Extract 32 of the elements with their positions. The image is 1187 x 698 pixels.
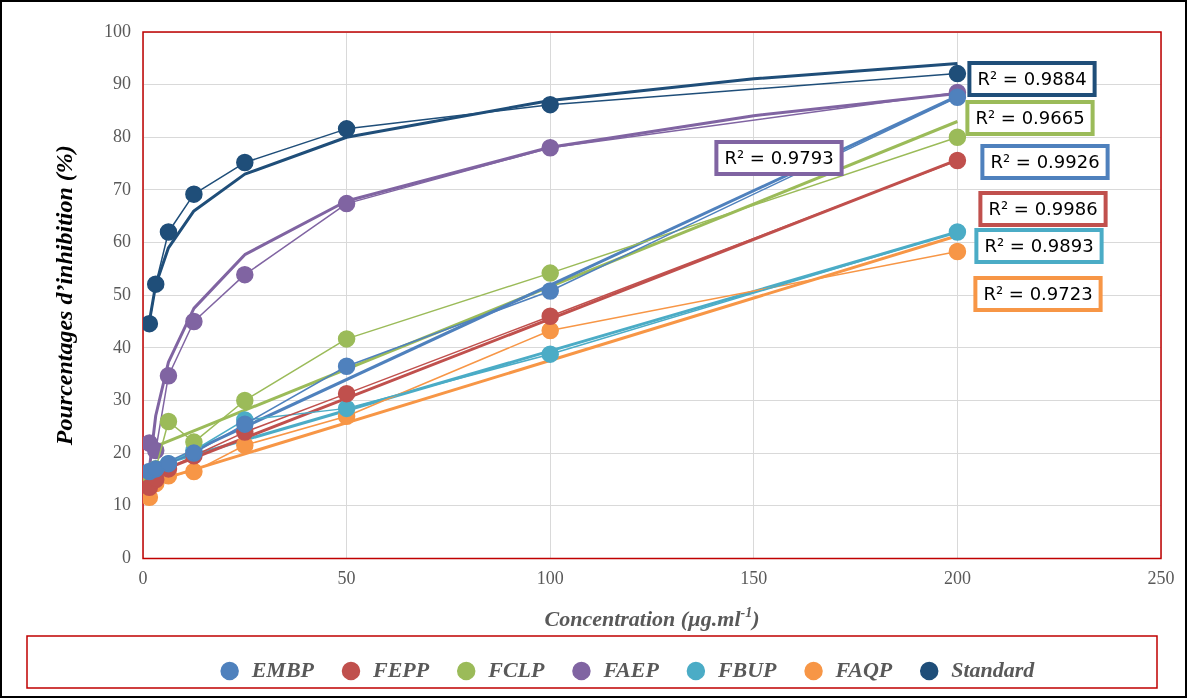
x-tick-label: 50 [337, 567, 356, 588]
x-tick-label: 200 [943, 567, 971, 588]
annotation: R² = 0.9893 [984, 234, 1094, 256]
y-tick-label: 0 [122, 547, 131, 568]
legend-label: FCLP [487, 656, 545, 682]
annotation: R² = 0.9793 [724, 146, 834, 168]
x-tick-label: 100 [536, 567, 564, 588]
y-tick-label: 40 [113, 336, 131, 357]
annotation: R² = 0.9926 [990, 150, 1100, 172]
x-tick-label: 150 [740, 567, 768, 588]
annotation: R² = 0.9723 [983, 282, 1093, 304]
annotation: R² = 0.9884 [977, 67, 1087, 89]
y-tick-label: 20 [113, 441, 131, 462]
legend-label: FAEP [602, 656, 660, 682]
y-tick-label: 90 [113, 73, 131, 94]
y-tick-label: 80 [113, 126, 131, 147]
legend-label: FBUP [716, 656, 778, 682]
y-tick-label: 100 [104, 20, 131, 41]
y-tick-label: 50 [113, 283, 131, 304]
y-tick-label: 30 [113, 389, 131, 410]
x-tick-label: 250 [1147, 567, 1175, 588]
legend-label: EMBP [250, 656, 315, 682]
annotation: R² = 0.9665 [975, 106, 1085, 128]
y-axis-title: Pourcentages d’inhibition (%) [51, 145, 77, 447]
y-tick-label: 60 [113, 231, 131, 252]
legend-label: FAQP [834, 656, 893, 682]
legend-label: Standard [951, 656, 1036, 682]
x-tick-label: 0 [138, 567, 148, 588]
y-tick-label: 10 [113, 494, 131, 515]
y-tick-label: 70 [113, 178, 131, 199]
legend-label: FEPP [371, 656, 430, 682]
annotation: R² = 0.9986 [988, 197, 1098, 219]
